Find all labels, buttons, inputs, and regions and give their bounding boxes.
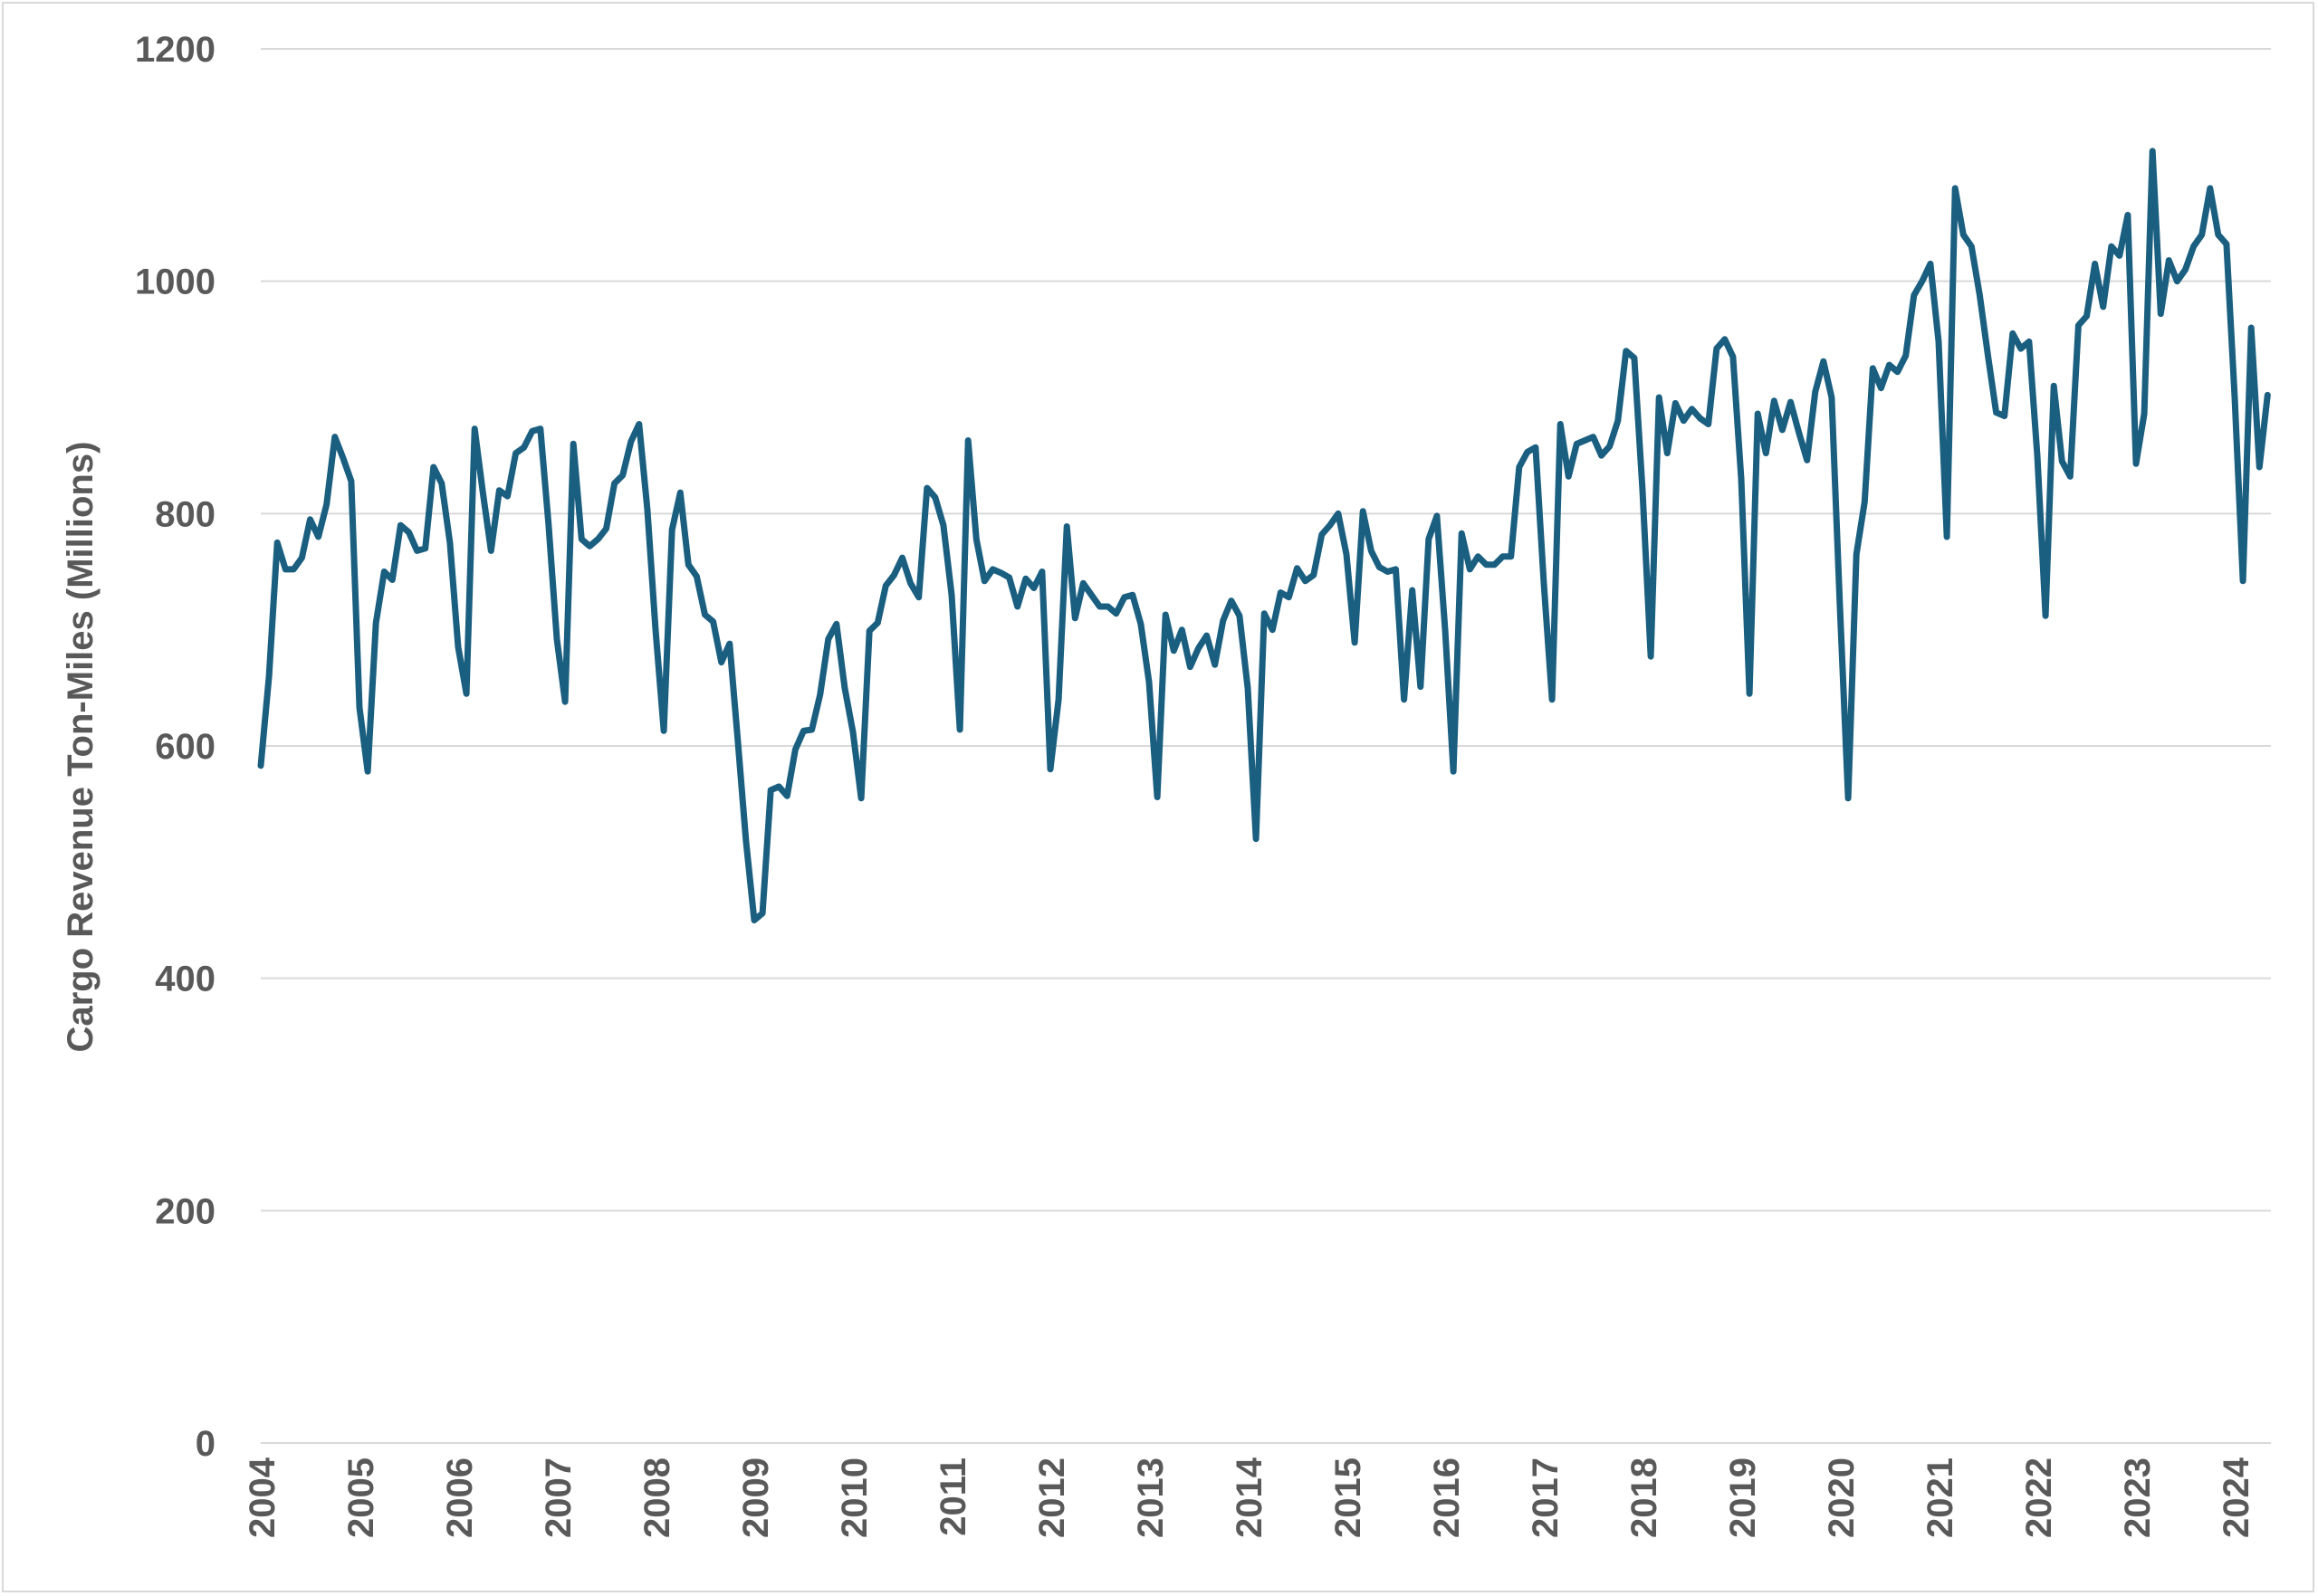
x-tick-label: 2012 bbox=[1032, 1457, 1072, 1538]
x-tick-label: 2008 bbox=[637, 1457, 677, 1538]
y-tick-label: 200 bbox=[155, 1191, 216, 1231]
x-tick-label: 2015 bbox=[1328, 1457, 1368, 1538]
y-axis-tick-labels: 0 200 400 600 800 1000 1200 bbox=[135, 30, 216, 1464]
x-tick-label: 2006 bbox=[440, 1457, 480, 1538]
y-tick-label: 1200 bbox=[135, 30, 216, 70]
x-tick-label: 2019 bbox=[1723, 1457, 1763, 1538]
x-tick-label: 2016 bbox=[1427, 1457, 1467, 1538]
x-tick-label: 2013 bbox=[1131, 1457, 1171, 1538]
x-tick-label: 2014 bbox=[1230, 1457, 1269, 1538]
x-tick-label: 2004 bbox=[243, 1457, 283, 1538]
y-axis-label: Cargo Revenue Ton-Miles (Millions) bbox=[61, 442, 101, 1053]
y-tick-label: 600 bbox=[155, 727, 216, 767]
x-tick-label: 2010 bbox=[835, 1457, 875, 1538]
gridlines bbox=[261, 48, 2271, 1444]
series-line bbox=[257, 148, 2271, 923]
y-tick-label: 1000 bbox=[135, 263, 216, 302]
y-tick-label: 400 bbox=[155, 960, 216, 999]
y-tick-label: 0 bbox=[196, 1424, 216, 1464]
x-tick-label: 2007 bbox=[539, 1457, 579, 1538]
x-tick-label: 2024 bbox=[2217, 1457, 2256, 1538]
x-tick-label: 2020 bbox=[1822, 1457, 1862, 1538]
x-axis-tick-labels: 2004 2005 2006 2007 2008 2009 2010 2011 2012 2013… bbox=[243, 1457, 2256, 1538]
x-tick-label: 2018 bbox=[1624, 1457, 1664, 1538]
x-tick-label: 2022 bbox=[2019, 1457, 2059, 1538]
x-tick-label: 2023 bbox=[2118, 1457, 2158, 1538]
x-tick-label: 2021 bbox=[1920, 1457, 1960, 1538]
x-tick-label: 2011 bbox=[934, 1457, 973, 1536]
y-tick-label: 800 bbox=[155, 494, 216, 534]
x-tick-label: 2005 bbox=[341, 1457, 381, 1538]
x-tick-label: 2017 bbox=[1526, 1457, 1566, 1538]
x-tick-label: 2009 bbox=[736, 1457, 776, 1538]
